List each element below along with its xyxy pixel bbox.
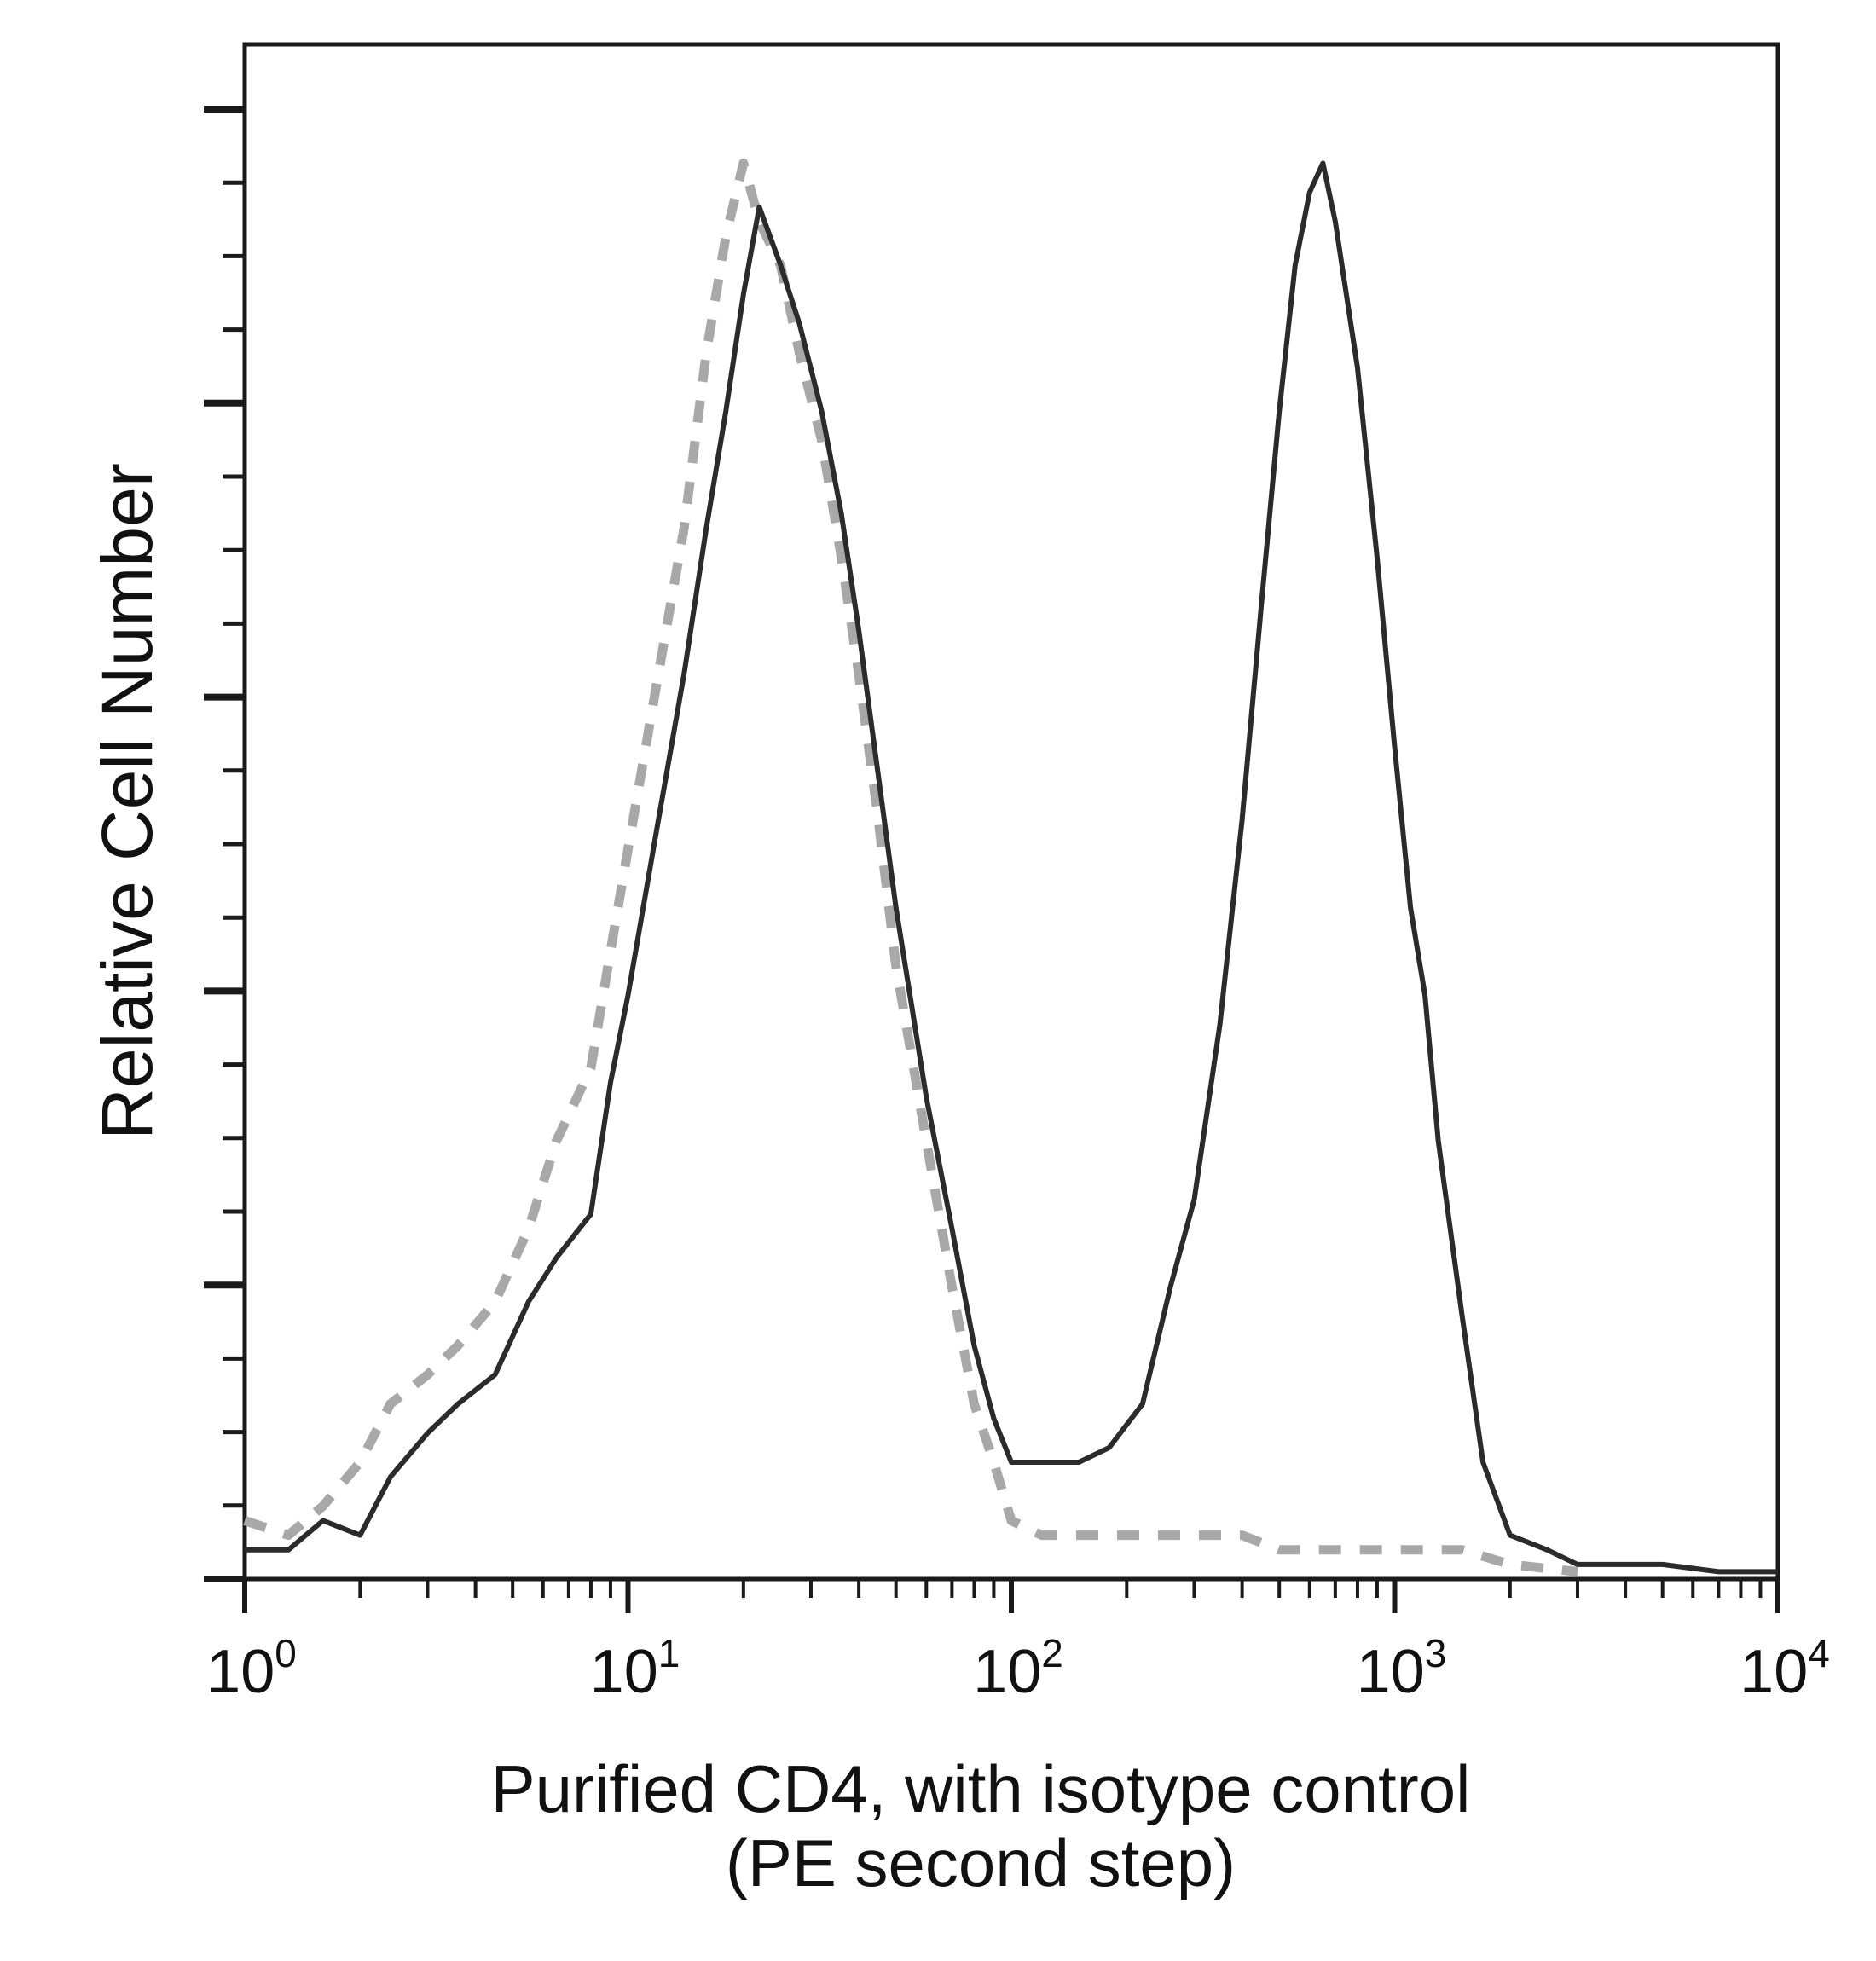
- series-layer: [243, 158, 1778, 1576]
- x-axis-label-line1: Purified CD4, with isotype control: [491, 1751, 1471, 1826]
- y-axis-label: Relative Cell Number: [87, 463, 167, 1140]
- y-axis-ticks: [204, 106, 245, 1582]
- x-tick-label: 103: [1357, 1631, 1447, 1706]
- isotype-control-series: [243, 158, 1578, 1576]
- cd4-series: [245, 160, 1778, 1575]
- plot-frame: [242, 42, 1780, 1582]
- x-tick-label: 102: [973, 1631, 1063, 1706]
- x-tick-label: 100: [206, 1631, 297, 1706]
- x-axis-tick-labels: 100 101 102 103 104: [206, 1631, 1830, 1706]
- x-tick-label: 101: [590, 1631, 680, 1706]
- x-axis-ticks: [242, 1579, 1780, 1613]
- x-axis-label-line2: (PE second step): [726, 1825, 1236, 1900]
- x-tick-label: 104: [1740, 1631, 1830, 1706]
